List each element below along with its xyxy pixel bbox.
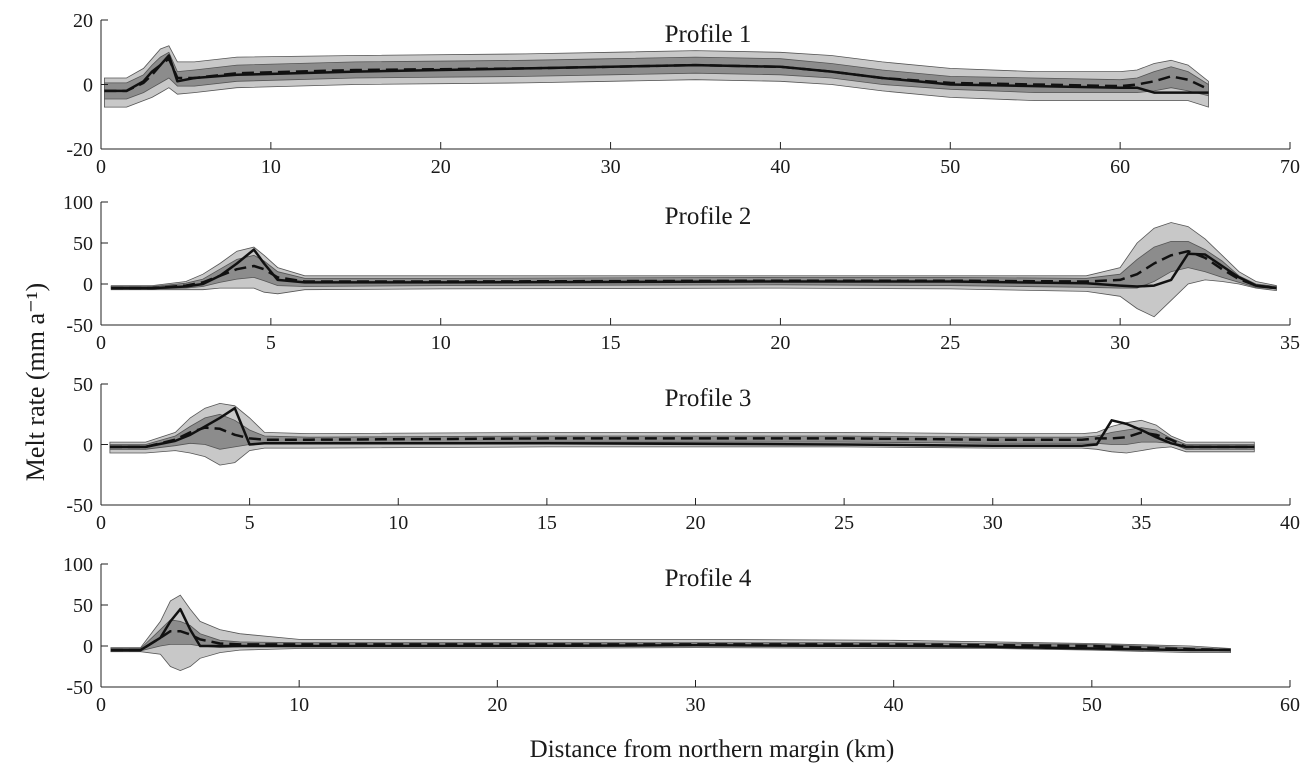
y-tick-label: -50 (66, 315, 93, 337)
x-tick-label: 20 (770, 332, 790, 354)
y-tick-label: 50 (73, 374, 93, 396)
x-tick-label: 20 (431, 156, 451, 178)
panel-title: Profile 2 (665, 203, 752, 230)
x-tick-label: 30 (983, 512, 1003, 534)
x-tick-label: 15 (601, 332, 621, 354)
y-tick-label: 100 (63, 192, 93, 214)
dashed-melt-line (104, 57, 1210, 93)
x-tick-label: 25 (940, 332, 960, 354)
x-tick-label: 10 (431, 332, 451, 354)
x-tick-label: 40 (770, 156, 790, 178)
dashed-melt-line (109, 426, 1255, 449)
x-tick-label: 35 (1280, 332, 1300, 354)
x-tick-label: 60 (1280, 694, 1300, 716)
x-tick-label: 50 (940, 156, 960, 178)
y-tick-label: -50 (66, 495, 93, 517)
x-tick-label: 50 (1082, 694, 1102, 716)
x-tick-label: 70 (1280, 156, 1300, 178)
y-tick-label: -20 (66, 139, 93, 161)
y-tick-label: 0 (83, 75, 93, 97)
y-tick-label: 100 (63, 554, 93, 576)
x-tick-label: 5 (245, 512, 255, 534)
x-tick-label: 10 (388, 512, 408, 534)
x-axis-label: Distance from northern margin (km) (530, 736, 895, 763)
y-tick-label: 0 (83, 435, 93, 457)
x-tick-label: 15 (537, 512, 557, 534)
outer-uncertainty-band (110, 594, 1231, 672)
inner-uncertainty-band (104, 51, 1209, 100)
x-tick-label: 25 (834, 512, 854, 534)
y-tick-label: 50 (73, 233, 93, 255)
y-tick-label: 0 (83, 636, 93, 658)
y-tick-label: 50 (73, 595, 93, 617)
y-tick-label: 20 (73, 10, 93, 32)
x-tick-label: 20 (686, 512, 706, 534)
x-tick-label: 20 (487, 694, 507, 716)
panel-title: Profile 1 (665, 21, 752, 48)
dashed-melt-line (111, 249, 1277, 290)
panel-title: Profile 4 (665, 565, 752, 592)
dashed-melt-line (110, 629, 1231, 652)
x-tick-label: 0 (96, 332, 106, 354)
x-tick-label: 40 (1280, 512, 1300, 534)
solid-melt-line (110, 607, 1231, 652)
outer-uncertainty-band (109, 402, 1255, 466)
x-tick-label: 10 (261, 156, 281, 178)
y-tick-label: -50 (66, 677, 93, 699)
panel-title: Profile 3 (665, 385, 752, 412)
x-tick-label: 35 (1131, 512, 1151, 534)
inner-uncertainty-band (109, 413, 1255, 450)
outer-uncertainty-band (104, 45, 1209, 108)
outer-uncertainty-band (110, 222, 1277, 318)
x-tick-label: 0 (96, 156, 106, 178)
x-tick-label: 0 (96, 694, 106, 716)
inner-uncertainty-band (110, 241, 1277, 290)
x-tick-label: 60 (1110, 156, 1130, 178)
x-tick-label: 30 (1110, 332, 1130, 354)
x-tick-label: 30 (686, 694, 706, 716)
x-tick-label: 0 (96, 512, 106, 534)
y-tick-label: 0 (83, 274, 93, 296)
x-tick-label: 30 (601, 156, 621, 178)
x-tick-label: 40 (884, 694, 904, 716)
x-tick-label: 5 (266, 332, 276, 354)
y-axis-label: Melt rate (mm a⁻¹) (21, 283, 50, 481)
x-tick-label: 10 (289, 694, 309, 716)
